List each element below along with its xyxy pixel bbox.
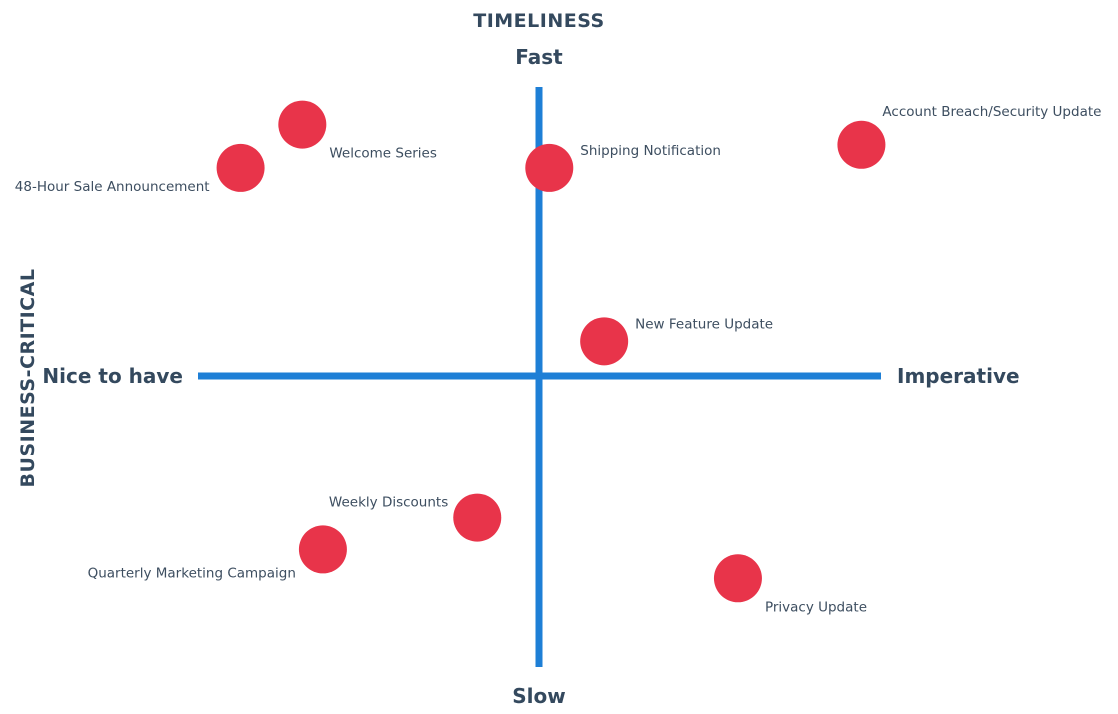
data-point-label: Privacy Update xyxy=(765,599,867,615)
points-group: Welcome Series 48-Hour Sale Announcement S… xyxy=(15,100,1101,615)
data-point-label: 48-Hour Sale Announcement xyxy=(15,179,210,195)
chart-title: TIMELINESS xyxy=(473,10,605,32)
data-point xyxy=(837,120,886,169)
data-point xyxy=(278,100,327,149)
data-point-label: Quarterly Marketing Campaign xyxy=(88,565,296,581)
data-point-label: New Feature Update xyxy=(635,316,773,332)
data-point xyxy=(525,143,574,192)
y-high-label: Fast xyxy=(515,45,563,69)
data-point xyxy=(298,525,347,574)
data-point-label: Shipping Notification xyxy=(580,143,721,159)
x-low-label: Nice to have xyxy=(42,364,183,388)
data-point xyxy=(713,554,762,603)
y-axis-title: BUSINESS-CRITICAL xyxy=(17,269,39,488)
data-point-label: Welcome Series xyxy=(329,146,437,162)
data-point xyxy=(216,143,265,192)
data-point-label: Account Breach/Security Update xyxy=(882,104,1101,120)
y-low-label: Slow xyxy=(512,684,565,708)
data-point xyxy=(453,493,502,542)
data-point xyxy=(580,317,629,366)
x-high-label: Imperative xyxy=(897,364,1020,388)
data-point-label: Weekly Discounts xyxy=(329,495,448,511)
